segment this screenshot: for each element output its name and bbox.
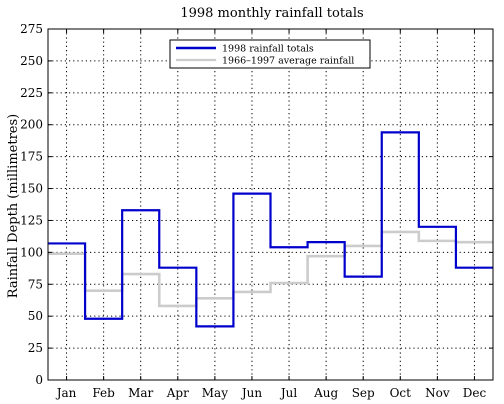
y-tick-label: 200	[20, 118, 43, 132]
legend-label-0: 1998 rainfall totals	[222, 44, 314, 55]
y-tick-label: 50	[28, 309, 43, 323]
y-tick-label: 250	[20, 54, 43, 68]
x-tick-label-oct: Oct	[390, 386, 412, 400]
y-axis-label: Rainfall Depth (millimetres)	[6, 114, 21, 298]
x-tick-label-aug: Aug	[313, 386, 338, 400]
x-tick-label-sep: Sep	[352, 386, 375, 400]
y-tick-label: 150	[20, 182, 43, 196]
legend-box	[169, 39, 371, 69]
series-line-0	[48, 131, 493, 328]
chart-title: 1998 monthly rainfall totals	[180, 6, 363, 21]
x-tick-label-dec: Dec	[463, 386, 487, 400]
y-tick-label: 75	[28, 277, 43, 291]
x-tick-label-apr: Apr	[166, 386, 189, 400]
x-tick-label-mar: Mar	[128, 386, 153, 400]
x-tick-label-feb: Feb	[92, 386, 115, 400]
ticks: 0 25 50 75 100 125 150 175 200 225 250 275 Jan Feb Mar…	[20, 22, 493, 400]
legend-label-1: 1966–1997 average rainfall	[222, 56, 354, 67]
x-tick-label-nov: Nov	[425, 386, 450, 400]
x-tick-label-jan: Jan	[55, 386, 77, 400]
x-tick-label-jun: Jun	[240, 386, 263, 400]
x-tick-label-jul: Jul	[279, 386, 298, 400]
series-group	[48, 131, 493, 328]
y-tick-label: 0	[35, 373, 43, 387]
y-tick-label: 125	[20, 213, 43, 227]
y-tick-label: 100	[20, 245, 43, 259]
y-tick-label: 225	[20, 86, 43, 100]
y-tick-label: 275	[20, 22, 43, 36]
y-tick-label: 25	[28, 341, 43, 355]
y-tick-label: 175	[20, 150, 43, 164]
x-tick-label-may: May	[202, 386, 228, 400]
plot-frame	[47, 28, 494, 381]
